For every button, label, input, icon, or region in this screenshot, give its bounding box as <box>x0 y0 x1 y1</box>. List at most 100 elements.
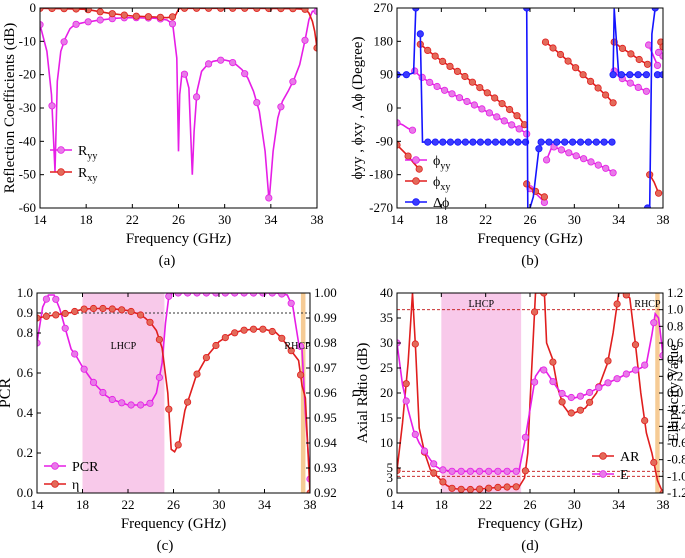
y-tick-label: -180 <box>369 167 393 182</box>
data-point-phi_xy <box>513 112 521 120</box>
y-tick-label: -10 <box>19 33 36 48</box>
data-point-eta <box>259 325 267 333</box>
x-tick-label: 26 <box>524 497 538 512</box>
data-point-phi_xy <box>523 180 531 188</box>
y-tick-label: -90 <box>376 133 393 148</box>
y-tick-label: 1.2 <box>667 285 683 300</box>
data-point-AR <box>530 308 539 316</box>
data-point-PCR <box>212 293 220 297</box>
x-tick-label: 26 <box>524 212 538 227</box>
data-point-AR <box>604 357 612 365</box>
data-point-phi_xy <box>609 99 617 107</box>
data-point-delta_phi <box>576 138 585 146</box>
y-tick-label: 0.2 <box>17 445 33 460</box>
data-point-phi_xy <box>549 44 557 52</box>
data-point-delta_phi <box>642 71 651 79</box>
data-point-Ryy <box>217 56 225 64</box>
data-point-Ryy <box>48 102 56 110</box>
legend-label-Rxy: Rxy <box>78 166 97 184</box>
data-point-E <box>512 467 520 475</box>
legend-main: ϕ <box>433 175 440 190</box>
data-point-eta <box>42 312 51 320</box>
x-tick-label: 22 <box>122 497 135 512</box>
y-tick-label: -0.6 <box>667 435 685 450</box>
panel-label: (c) <box>157 538 174 554</box>
x-tick-label: 30 <box>568 497 581 512</box>
data-point-E <box>613 375 621 383</box>
data-point-PCR <box>193 293 201 297</box>
y-tick-label: -50 <box>19 167 36 182</box>
band-RHCP <box>300 293 306 493</box>
data-point-eta <box>249 325 258 333</box>
series-phi_xy <box>541 38 617 107</box>
data-point-eta <box>89 304 98 313</box>
x-tick-label: 26 <box>172 212 186 227</box>
legend-sub: xy <box>87 173 97 184</box>
data-point-PCR <box>108 395 116 404</box>
x-tick-label: 22 <box>126 212 139 227</box>
data-point-eta <box>37 314 41 322</box>
band-LHCP <box>82 293 165 493</box>
data-point-eta <box>80 305 88 313</box>
x-tick-label: 34 <box>612 212 626 227</box>
data-point-phi_yy <box>418 73 426 82</box>
data-point-E <box>402 397 410 405</box>
x-axis-label: Frequency (GHz) <box>126 231 231 247</box>
band-label-LHCP: LHCP <box>468 299 494 310</box>
data-point-delta_phi <box>416 30 424 38</box>
x-tick-label: 38 <box>657 497 670 512</box>
data-point-eta <box>231 329 239 337</box>
panel-label: (a) <box>159 253 176 269</box>
x-axis-label: Frequency (GHz) <box>477 231 582 247</box>
legend-sub: yy <box>87 151 97 162</box>
data-point-AR <box>402 380 410 388</box>
data-point-phi_yy <box>448 90 456 98</box>
legend-marker-delta_phi <box>412 198 420 206</box>
x-tick-label: 22 <box>479 497 492 512</box>
data-point-Ryy <box>265 194 273 202</box>
x-tick-label: 22 <box>479 212 492 227</box>
data-point-E <box>420 447 429 455</box>
data-point-delta_phi <box>545 138 553 146</box>
data-point-delta_phi <box>643 204 652 208</box>
data-point-phi_yy <box>565 149 573 157</box>
data-point-eta <box>118 306 126 314</box>
y-tick-label: 0 <box>387 100 394 115</box>
data-point-Ryy <box>180 70 189 78</box>
data-point-E <box>448 467 456 475</box>
data-point-E <box>558 389 566 398</box>
data-point-PCR <box>80 365 88 373</box>
legend-main: R <box>78 166 88 181</box>
data-point-PCR <box>42 295 51 303</box>
y-tick-label: 10 <box>380 435 393 450</box>
y-tick-label: 35 <box>380 310 393 325</box>
legend-marker-eta <box>51 480 59 488</box>
y-tick-label: 1.0 <box>667 302 683 317</box>
series-line-E <box>397 311 663 473</box>
data-point-Rxy <box>132 12 140 20</box>
series-phi_yy <box>542 143 617 177</box>
y-tick-label: 1.0 <box>17 285 33 300</box>
y-tick-label: 30 <box>380 335 393 350</box>
y-tick-label: 0 <box>387 485 394 500</box>
data-point-AR <box>411 340 419 348</box>
data-point-phi_xy <box>431 52 439 60</box>
data-point-phi_xy <box>601 91 610 99</box>
y-tick-label: -20 <box>19 67 36 82</box>
data-point-AR <box>631 341 640 349</box>
panel-label: (b) <box>521 253 539 269</box>
legend-main: PCR <box>72 460 99 475</box>
data-point-E <box>475 467 484 475</box>
x-tick-label: 14 <box>391 212 405 227</box>
data-point-eta <box>52 311 60 319</box>
data-point-phi_xy <box>594 84 602 92</box>
data-point-eta <box>221 333 229 342</box>
data-point-Rxy <box>72 8 80 13</box>
data-point-PCR <box>89 378 98 386</box>
data-point-AR <box>503 483 511 491</box>
data-point-phi_xy <box>397 141 401 149</box>
data-point-Ryy <box>84 18 92 26</box>
y-tick-label: -0.2 <box>667 402 685 417</box>
data-point-E <box>457 467 465 475</box>
data-point-AR <box>475 485 484 493</box>
